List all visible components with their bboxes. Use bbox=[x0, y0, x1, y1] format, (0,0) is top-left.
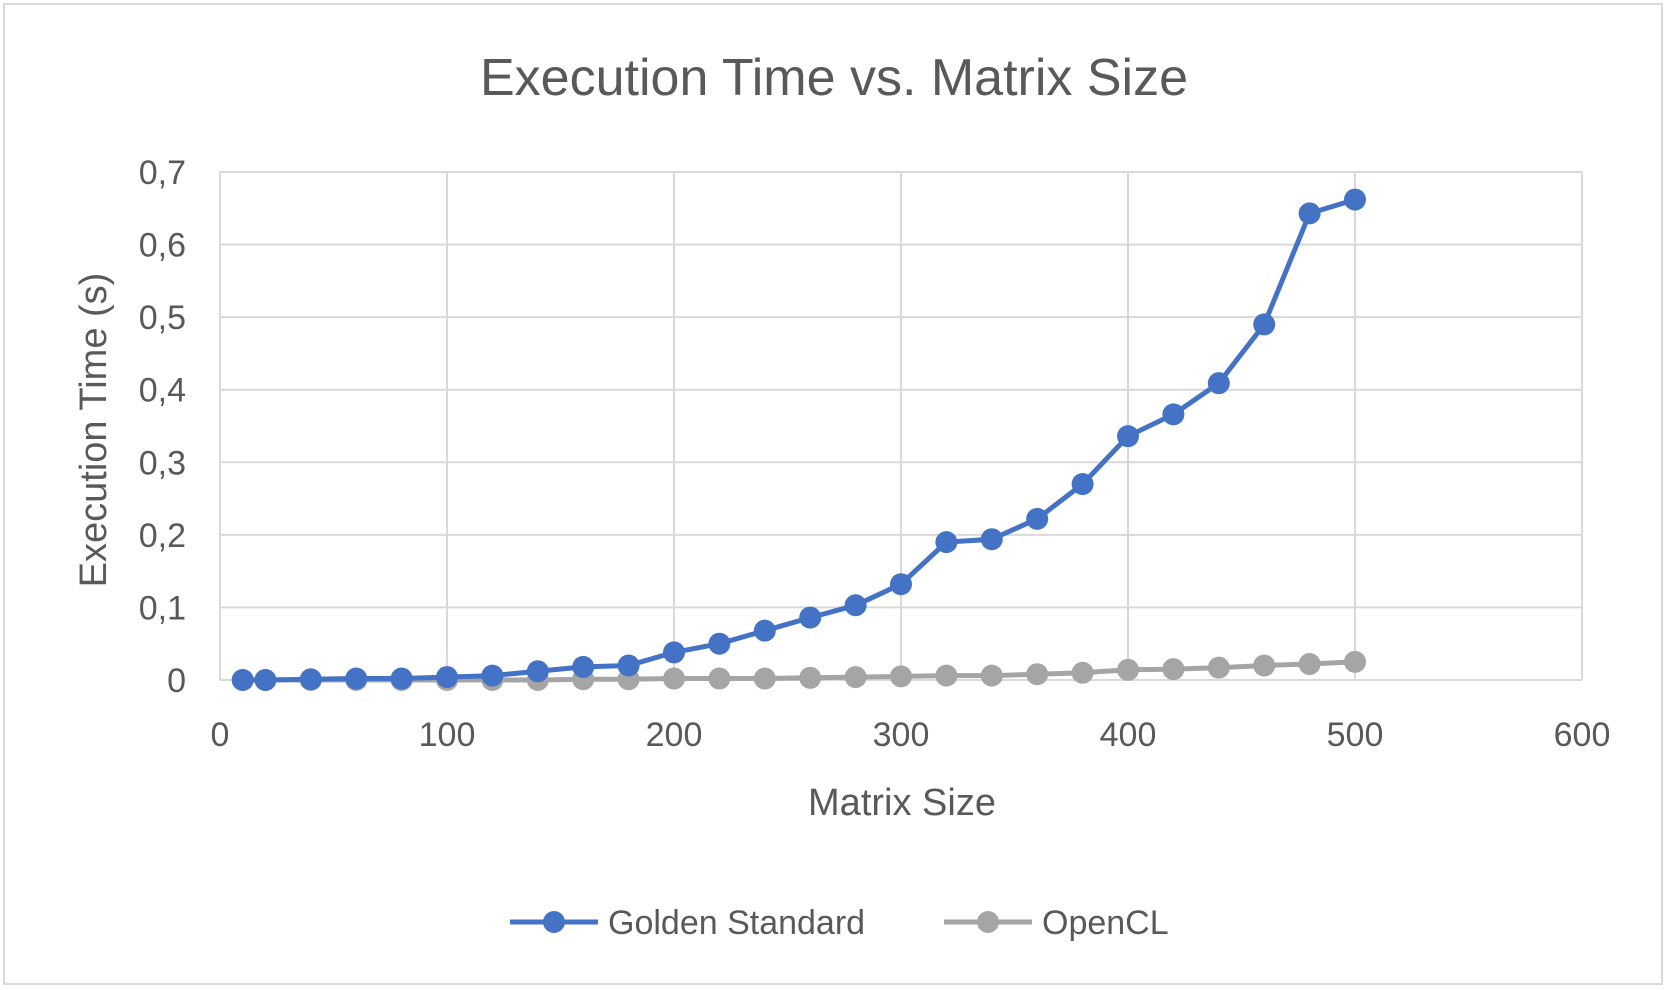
y-tick-label: 0,4 bbox=[139, 372, 186, 410]
x-tick-label: 400 bbox=[1100, 716, 1157, 754]
x-tick-label: 500 bbox=[1327, 716, 1384, 754]
y-tick-label: 0,3 bbox=[139, 444, 186, 482]
data-point-golden-standard bbox=[1253, 313, 1276, 336]
data-point-golden-standard bbox=[299, 668, 322, 691]
data-point-golden-standard bbox=[753, 619, 776, 642]
x-tick-label: 100 bbox=[419, 716, 476, 754]
y-axis-title: Execution Time (s) bbox=[73, 273, 115, 588]
data-point-golden-standard bbox=[1207, 372, 1230, 395]
data-point-opencl bbox=[1117, 658, 1139, 681]
legend-item-golden-standard: Golden Standard bbox=[510, 904, 865, 942]
data-point-golden-standard bbox=[980, 528, 1003, 551]
data-point-opencl bbox=[753, 667, 776, 690]
data-point-opencl bbox=[844, 666, 867, 689]
legend-marker bbox=[977, 911, 999, 933]
y-tick-label: 0,1 bbox=[139, 589, 186, 627]
data-point-golden-standard bbox=[708, 632, 731, 655]
y-tick-label: 0,2 bbox=[139, 517, 186, 555]
legend-label: Golden Standard bbox=[608, 904, 865, 942]
y-tick-label: 0,7 bbox=[139, 154, 186, 192]
data-point-golden-standard bbox=[254, 669, 277, 691]
data-point-opencl bbox=[1207, 656, 1230, 679]
data-point-golden-standard bbox=[345, 667, 368, 690]
chart-frame bbox=[3, 3, 1663, 985]
y-tick-label: 0 bbox=[167, 662, 186, 700]
data-point-golden-standard bbox=[481, 664, 504, 687]
data-point-golden-standard bbox=[572, 655, 595, 678]
data-point-golden-standard bbox=[935, 531, 958, 554]
data-point-opencl bbox=[890, 665, 912, 688]
data-point-golden-standard bbox=[390, 667, 413, 690]
data-point-opencl bbox=[708, 667, 731, 690]
series-lines bbox=[231, 188, 1366, 691]
data-point-opencl bbox=[935, 664, 958, 687]
data-point-golden-standard bbox=[1071, 473, 1094, 496]
data-point-golden-standard bbox=[617, 654, 640, 677]
legend-marker bbox=[543, 911, 565, 933]
legend-label: OpenCL bbox=[1042, 904, 1169, 942]
data-point-golden-standard bbox=[1298, 202, 1321, 225]
data-point-opencl bbox=[1344, 650, 1366, 673]
x-tick-label: 300 bbox=[873, 716, 930, 754]
series-golden-standard bbox=[231, 188, 1366, 691]
data-point-opencl bbox=[1162, 658, 1185, 681]
grid-lines bbox=[219, 171, 1583, 681]
data-point-opencl bbox=[980, 664, 1003, 687]
data-point-opencl bbox=[663, 667, 685, 690]
data-point-golden-standard bbox=[844, 594, 867, 617]
data-point-golden-standard bbox=[890, 573, 912, 596]
data-point-golden-standard bbox=[1026, 507, 1049, 530]
tick-labels: 0 0,1 0,2 0,3 0,4 0,5 0,6 0,7 0 100 200 300 400 500 60… bbox=[139, 154, 1611, 754]
legend: Golden Standard OpenCL bbox=[510, 904, 1169, 942]
data-point-golden-standard bbox=[1344, 188, 1366, 211]
data-point-opencl bbox=[1071, 661, 1094, 684]
data-point-opencl bbox=[1298, 653, 1321, 676]
data-point-golden-standard bbox=[1162, 403, 1185, 426]
legend-item-opencl: OpenCL bbox=[944, 904, 1169, 942]
data-point-opencl bbox=[1026, 663, 1049, 686]
chart-title: Execution Time vs. Matrix Size bbox=[480, 49, 1188, 107]
data-point-golden-standard bbox=[799, 606, 822, 629]
y-tick-label: 0,5 bbox=[139, 299, 186, 337]
y-tick-label: 0,6 bbox=[139, 227, 186, 265]
data-point-golden-standard bbox=[526, 660, 549, 683]
data-point-golden-standard bbox=[1117, 425, 1139, 448]
data-point-opencl bbox=[799, 666, 822, 689]
x-tick-label: 0 bbox=[211, 716, 230, 754]
x-tick-label: 600 bbox=[1554, 716, 1611, 754]
x-tick-label: 200 bbox=[646, 716, 703, 754]
x-axis-title: Matrix Size bbox=[808, 782, 996, 824]
data-point-golden-standard bbox=[231, 669, 254, 691]
data-point-opencl bbox=[1253, 654, 1276, 677]
data-point-golden-standard bbox=[663, 641, 685, 664]
data-point-golden-standard bbox=[436, 666, 458, 689]
